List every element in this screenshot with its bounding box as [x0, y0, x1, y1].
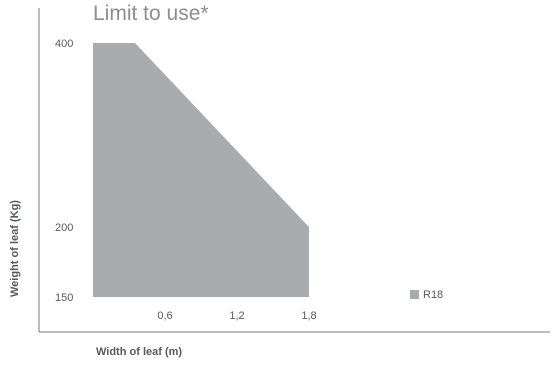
x-tick-label: 0,6	[157, 310, 172, 322]
legend-swatch	[410, 290, 419, 299]
x-tick-label: 1,2	[229, 310, 244, 322]
series-area-0	[93, 43, 309, 297]
x-axis-label: Width of leaf (m)	[96, 346, 183, 358]
x-tick-label: 1,8	[301, 310, 316, 322]
y-tick-label: 200	[55, 222, 73, 234]
chart-title: Limit to use*	[93, 2, 209, 25]
y-tick-label: 150	[55, 292, 73, 304]
y-tick-label: 400	[55, 38, 73, 50]
legend-label: R18	[423, 289, 443, 301]
